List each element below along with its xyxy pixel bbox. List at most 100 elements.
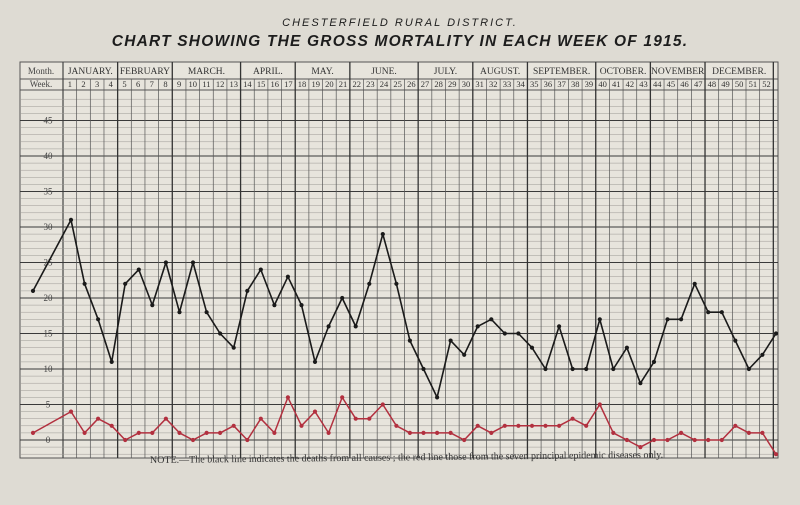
month-label: APRIL. [253, 67, 283, 77]
week-label: 40 [598, 79, 607, 89]
month-label: MAY. [311, 67, 333, 77]
all-causes-point [299, 303, 304, 308]
all-causes-point [679, 317, 684, 322]
all-causes-point [218, 331, 223, 336]
epidemic-point [109, 423, 114, 428]
chart-frame [19, 61, 779, 459]
epidemic-point [760, 430, 765, 435]
epidemic-point [435, 430, 440, 435]
week-label: 50 [735, 79, 744, 89]
all-causes-point [312, 359, 318, 364]
all-causes-point [340, 295, 345, 301]
epidemic-point [340, 395, 345, 400]
week-label: 15 [257, 79, 266, 89]
epidemic-point [312, 409, 318, 414]
week-label: 33 [503, 79, 512, 89]
month-label: MARCH. [188, 67, 225, 77]
epidemic-point [163, 416, 168, 421]
epidemic-point [150, 430, 155, 435]
epidemic-point [489, 430, 494, 435]
epidemic-line [32, 396, 777, 455]
epidemic-point [380, 402, 385, 407]
y-tick-label: 30 [44, 222, 54, 232]
all-causes-point [326, 324, 331, 329]
week-label: 45 [667, 79, 676, 89]
month-label: SEPTEMBER. [533, 67, 590, 77]
week-label: 24 [380, 79, 389, 89]
all-causes-point [163, 260, 168, 265]
all-causes-point [272, 303, 277, 308]
epidemic-point [353, 416, 358, 421]
epidemic-point [462, 437, 467, 443]
week-label: 39 [585, 79, 594, 89]
week-label: 9 [177, 79, 181, 89]
epidemic-point [624, 437, 630, 443]
epidemic-point [299, 423, 304, 428]
all-causes-point [529, 345, 535, 350]
epidemic-point [394, 423, 399, 428]
all-causes-point [421, 366, 426, 372]
week-label: 48 [708, 79, 717, 89]
all-causes-point [570, 366, 575, 372]
all-causes-point [285, 274, 290, 279]
all-causes-point [367, 281, 372, 286]
all-causes-point [448, 338, 453, 343]
y-tick-label: 5 [46, 400, 51, 410]
all-causes-point [204, 310, 209, 315]
week-label: 18 [298, 79, 307, 89]
week-label: 47 [694, 79, 703, 89]
epidemic-point [177, 430, 182, 435]
all-causes-point [245, 288, 250, 293]
all-causes-point [394, 281, 399, 286]
epidemic-point [543, 423, 548, 428]
all-causes-point [231, 345, 236, 350]
epidemic-point [706, 437, 711, 443]
week-label: 46 [680, 79, 689, 89]
epidemic-point [773, 452, 779, 457]
week-label: 32 [489, 79, 498, 89]
epidemic-point [326, 430, 331, 435]
epidemic-point [272, 430, 277, 435]
week-label: 51 [749, 79, 758, 89]
week-label: 41 [612, 79, 621, 89]
all-causes-point [96, 317, 101, 322]
week-label: 36 [544, 79, 553, 89]
all-causes-point [706, 310, 711, 315]
week-label: 5 [122, 79, 126, 89]
week-label: 14 [243, 79, 252, 89]
chart-series [30, 217, 779, 457]
all-causes-point [380, 232, 385, 237]
epidemic-point [651, 437, 657, 443]
chart-title: CHART SHOWING THE GROSS MORTALITY IN EAC… [111, 33, 689, 50]
week-label: 1 [68, 79, 72, 89]
week-label: 42 [626, 79, 635, 89]
week-label: 4 [109, 79, 114, 89]
y-tick-label: 20 [44, 293, 54, 303]
month-label: FEBRUARY [120, 67, 170, 77]
y-tick-label: 10 [44, 364, 54, 374]
epidemic-point [285, 395, 290, 400]
epidemic-point [611, 430, 616, 435]
epidemic-point [733, 423, 738, 428]
week-label: 37 [557, 79, 566, 89]
epidemic-point [597, 402, 602, 407]
district-title: CHESTERFIELD RURAL DISTRICT. [282, 17, 518, 29]
epidemic-point [421, 430, 426, 435]
epidemic-point [638, 445, 643, 450]
all-causes-point [638, 381, 643, 386]
week-label: 34 [516, 79, 525, 89]
all-causes-point [123, 281, 128, 286]
week-label: 8 [163, 79, 167, 89]
all-causes-point [611, 366, 616, 372]
month-label: JULY. [434, 67, 457, 77]
week-label: 21 [339, 79, 348, 89]
epidemic-point [367, 416, 372, 421]
month-label: AUGUST. [480, 67, 520, 77]
month-label: DECEMBER. [712, 67, 766, 77]
week-label: 20 [325, 79, 334, 89]
all-causes-point [30, 288, 36, 293]
all-causes-point [651, 359, 657, 364]
week-label: 17 [284, 79, 293, 89]
epidemic-point [123, 437, 128, 443]
